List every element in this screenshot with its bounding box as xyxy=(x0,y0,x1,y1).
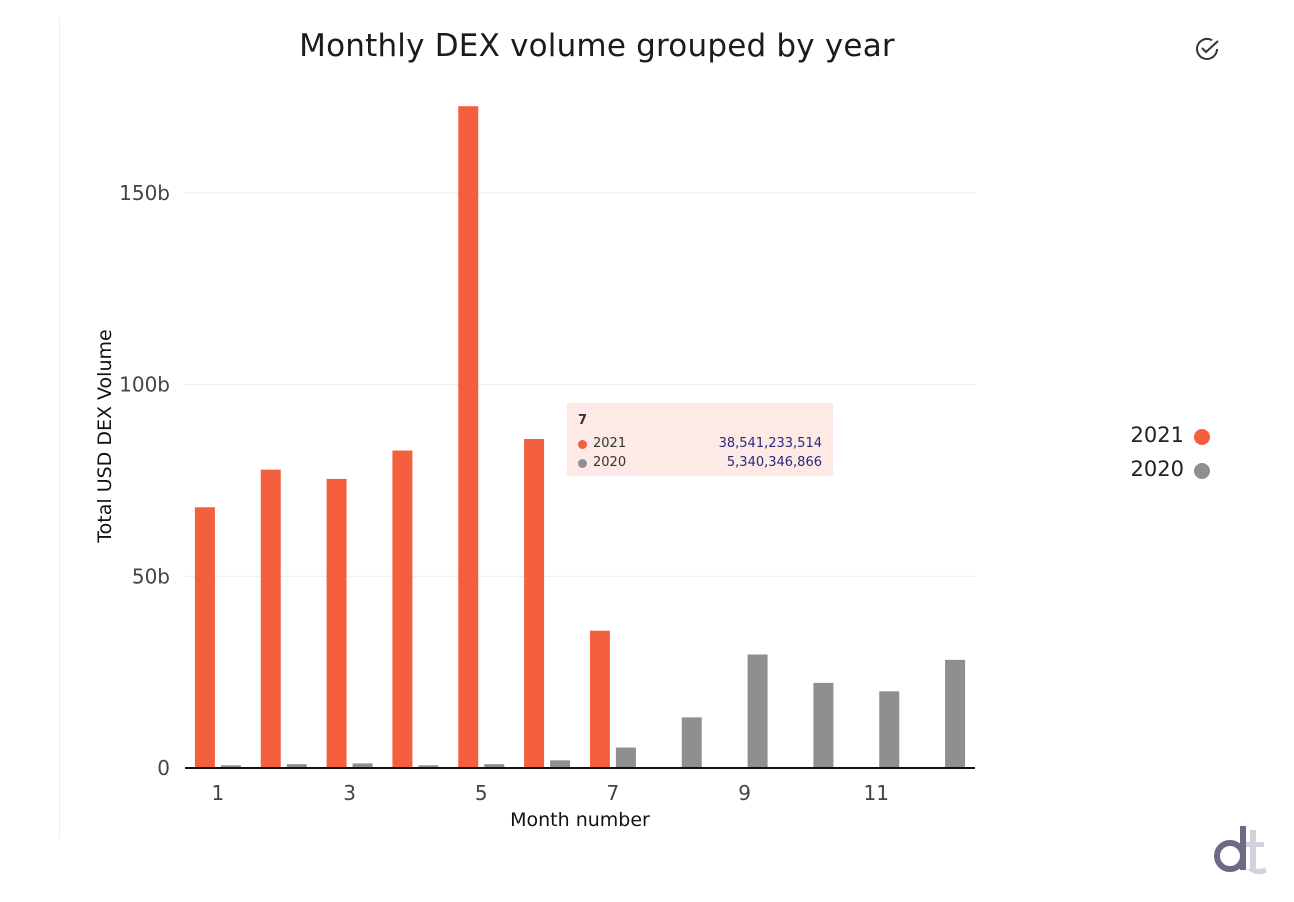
bar-2021-month-3[interactable] xyxy=(326,478,347,768)
bar-2021-month-5[interactable] xyxy=(458,106,479,769)
bar-2021-month-2[interactable] xyxy=(260,469,281,768)
chart-title: Monthly DEX volume grouped by year xyxy=(299,28,895,64)
bar-2020-month-11[interactable] xyxy=(879,691,900,768)
tooltip-row-2020: 2020 5,340,346,866 xyxy=(578,455,822,471)
tooltip-dot-icon xyxy=(578,440,587,449)
bar-2020-month-6[interactable] xyxy=(550,760,571,768)
bar-2021-month-1[interactable] xyxy=(194,507,215,768)
y-tick-label: 150b xyxy=(119,181,170,205)
legend-item-2020[interactable]: 2020 xyxy=(1120,457,1210,491)
x-tick-label: 9 xyxy=(738,781,751,805)
chart-legend: 2021 2020 xyxy=(1120,423,1210,491)
bar-2020-month-7[interactable] xyxy=(615,747,636,768)
y-axis-title: Total USD DEX Volume xyxy=(94,329,116,543)
tooltip-header: 7 xyxy=(578,413,588,428)
tooltip-series-value: 38,541,233,514 xyxy=(718,436,822,451)
x-tick-label: 11 xyxy=(864,781,889,805)
bar-2020-month-1[interactable] xyxy=(220,765,241,768)
legend-dot-icon xyxy=(1194,463,1210,479)
bar-2020-month-10[interactable] xyxy=(813,682,834,768)
x-tick-label: 7 xyxy=(607,781,620,805)
legend-label: 2021 xyxy=(1130,423,1184,447)
y-tick-label: 50b xyxy=(132,564,170,588)
tooltip-series-name: 2020 xyxy=(593,455,627,470)
legend-label: 2020 xyxy=(1130,457,1184,481)
x-tick-label: 5 xyxy=(475,781,488,805)
bar-2020-month-3[interactable] xyxy=(352,763,373,768)
bar-2021-month-7[interactable] xyxy=(589,630,610,768)
x-tick-label: 3 xyxy=(343,781,356,805)
bar-2020-month-8[interactable] xyxy=(681,717,702,768)
bar-2020-month-9[interactable] xyxy=(747,654,768,768)
panel-border xyxy=(59,18,60,838)
x-tick-label: 1 xyxy=(212,781,225,805)
y-tick-label: 0 xyxy=(157,756,170,780)
tooltip-series-value: 5,340,346,866 xyxy=(726,455,822,470)
bar-2021-month-6[interactable] xyxy=(524,439,545,768)
tooltip-series-name: 2021 xyxy=(593,436,627,451)
bar-2021-month-4[interactable] xyxy=(392,450,413,768)
bar-2020-month-12[interactable] xyxy=(945,659,966,768)
tooltip-row-2021: 2021 38,541,233,514 xyxy=(578,436,822,452)
bar-2020-month-4[interactable] xyxy=(418,765,439,768)
dt-logo-icon xyxy=(1214,826,1267,875)
check-circle-icon[interactable] xyxy=(1192,34,1222,64)
bar-2020-month-5[interactable] xyxy=(484,764,505,768)
legend-item-2021[interactable]: 2021 xyxy=(1120,423,1210,457)
bar-2020-month-2[interactable] xyxy=(286,764,307,768)
tooltip-dot-icon xyxy=(578,459,587,468)
y-tick-label: 100b xyxy=(119,373,170,397)
x-axis-title: Month number xyxy=(510,809,650,831)
chart-tooltip: 7 2021 38,541,233,514 2020 5,340,346,866 xyxy=(567,403,833,476)
legend-dot-icon xyxy=(1194,429,1210,445)
